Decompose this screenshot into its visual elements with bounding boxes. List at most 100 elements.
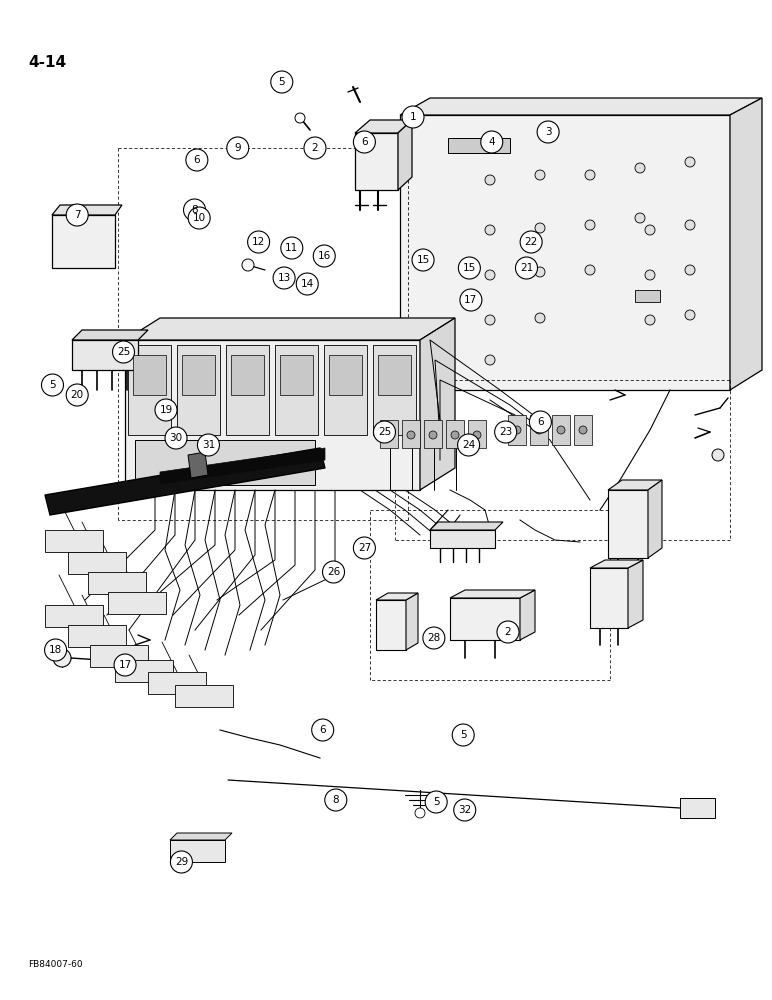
Text: 18: 18 xyxy=(49,645,63,655)
Polygon shape xyxy=(125,318,455,340)
Polygon shape xyxy=(730,98,762,390)
Text: 8: 8 xyxy=(191,205,198,215)
Text: 15: 15 xyxy=(416,255,430,265)
Text: 5: 5 xyxy=(433,797,439,807)
Text: 2: 2 xyxy=(312,143,318,153)
Polygon shape xyxy=(450,598,520,640)
Polygon shape xyxy=(468,420,486,448)
Circle shape xyxy=(354,537,375,559)
Text: 6: 6 xyxy=(194,155,200,165)
Text: 8: 8 xyxy=(333,795,339,805)
Circle shape xyxy=(516,257,537,279)
Circle shape xyxy=(415,808,425,818)
Text: 13: 13 xyxy=(277,273,291,283)
Circle shape xyxy=(227,137,249,159)
Polygon shape xyxy=(380,420,398,448)
Polygon shape xyxy=(45,448,325,515)
Circle shape xyxy=(535,426,543,434)
Circle shape xyxy=(296,273,318,295)
Circle shape xyxy=(271,71,293,93)
Text: 29: 29 xyxy=(174,857,188,867)
Polygon shape xyxy=(72,330,148,340)
Text: 25: 25 xyxy=(117,347,130,357)
Circle shape xyxy=(188,207,210,229)
Circle shape xyxy=(530,411,551,433)
Polygon shape xyxy=(376,593,418,600)
Text: 11: 11 xyxy=(285,243,299,253)
Circle shape xyxy=(645,315,655,325)
Circle shape xyxy=(198,434,219,456)
Circle shape xyxy=(685,265,695,275)
Text: 3: 3 xyxy=(545,127,551,137)
Circle shape xyxy=(295,113,305,123)
Circle shape xyxy=(325,789,347,811)
Text: 22: 22 xyxy=(524,237,538,247)
Polygon shape xyxy=(324,345,367,435)
Polygon shape xyxy=(520,590,535,640)
Polygon shape xyxy=(68,625,126,647)
Circle shape xyxy=(313,245,335,267)
Circle shape xyxy=(171,851,192,873)
Circle shape xyxy=(635,213,645,223)
Polygon shape xyxy=(608,490,648,558)
Text: 32: 32 xyxy=(458,805,472,815)
Polygon shape xyxy=(90,645,148,667)
Polygon shape xyxy=(430,530,495,548)
Polygon shape xyxy=(182,355,215,395)
Circle shape xyxy=(579,426,587,434)
Polygon shape xyxy=(108,592,166,614)
Circle shape xyxy=(535,170,545,180)
Text: 5: 5 xyxy=(279,77,285,87)
Text: 24: 24 xyxy=(462,440,476,450)
Text: 26: 26 xyxy=(327,567,340,577)
Circle shape xyxy=(685,310,695,320)
Text: 17: 17 xyxy=(464,295,478,305)
Polygon shape xyxy=(450,590,535,598)
Text: 19: 19 xyxy=(159,405,173,415)
Circle shape xyxy=(459,257,480,279)
Circle shape xyxy=(45,639,66,661)
Polygon shape xyxy=(45,530,103,552)
Polygon shape xyxy=(648,480,662,558)
Circle shape xyxy=(485,270,495,280)
Circle shape xyxy=(402,106,424,128)
Text: 31: 31 xyxy=(201,440,215,450)
Polygon shape xyxy=(590,568,628,628)
Polygon shape xyxy=(52,215,115,268)
Polygon shape xyxy=(446,420,464,448)
Polygon shape xyxy=(115,660,173,682)
Text: 30: 30 xyxy=(169,433,183,443)
Circle shape xyxy=(248,231,269,253)
Text: 14: 14 xyxy=(300,279,314,289)
Polygon shape xyxy=(329,355,362,395)
Polygon shape xyxy=(552,415,570,445)
Circle shape xyxy=(537,121,559,143)
Polygon shape xyxy=(280,355,313,395)
Polygon shape xyxy=(508,415,526,445)
Polygon shape xyxy=(88,572,146,594)
Circle shape xyxy=(66,384,88,406)
Circle shape xyxy=(685,220,695,230)
Circle shape xyxy=(412,249,434,271)
Circle shape xyxy=(458,434,479,456)
Circle shape xyxy=(485,355,495,365)
Circle shape xyxy=(495,421,516,443)
Circle shape xyxy=(460,289,482,311)
Circle shape xyxy=(323,561,344,583)
Circle shape xyxy=(374,421,395,443)
Polygon shape xyxy=(170,833,232,840)
Polygon shape xyxy=(680,798,715,818)
Circle shape xyxy=(485,225,495,235)
Polygon shape xyxy=(133,355,166,395)
Circle shape xyxy=(429,431,437,439)
Circle shape xyxy=(66,204,88,226)
Polygon shape xyxy=(402,420,420,448)
Text: 17: 17 xyxy=(118,660,132,670)
Text: 6: 6 xyxy=(320,725,326,735)
Circle shape xyxy=(407,431,415,439)
Polygon shape xyxy=(68,552,126,574)
Circle shape xyxy=(535,267,545,277)
Polygon shape xyxy=(275,345,318,435)
Polygon shape xyxy=(231,355,264,395)
Polygon shape xyxy=(628,560,643,628)
